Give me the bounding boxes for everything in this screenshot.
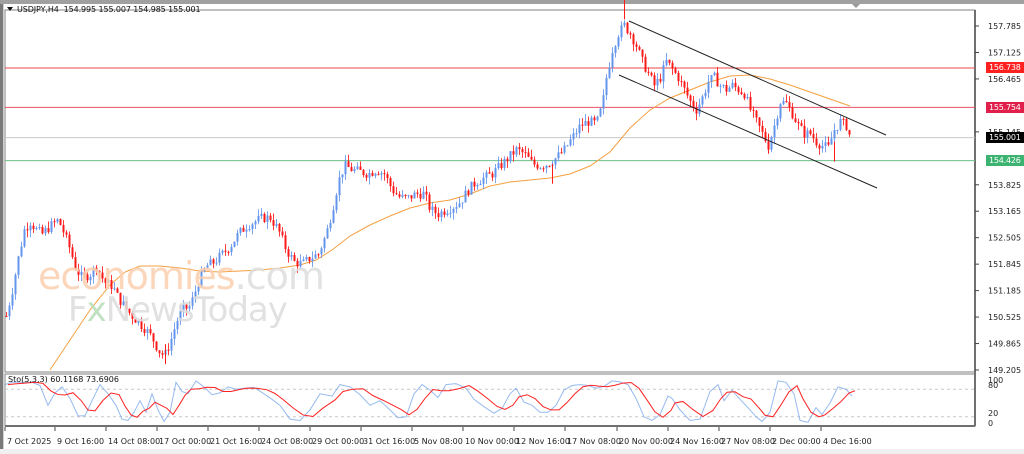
stochastic-label: Sto(5,3,3) 60.1168 73.6906 [8,375,119,384]
stochastic-k-line [4,380,853,423]
triangle-down-icon[interactable] [7,7,13,11]
watermark-economies: economies.com [38,254,325,298]
time-tick-label: 7 Oct 2025 [7,437,51,446]
watermark-x-text: x [86,290,107,330]
window-left-border [0,4,3,450]
stochastic-oscillator [4,380,975,423]
time-tick-label: 24 Oct 08:00 [261,437,313,446]
window-top-border [0,0,1024,4]
time-tick-label: 9 Oct 16:00 [57,437,104,446]
descending-channel[interactable] [618,20,887,189]
time-tick-label: 20 Nov 00:00 [619,437,673,446]
window-left-border-inner [3,4,4,450]
price-tick-label: 151.845 [988,260,1021,269]
current-price-label: 155.001 [986,132,1024,144]
stochastic-d-line [7,381,856,418]
watermark-f-text: F [68,290,88,330]
stochastic-tick-label: 0 [988,419,993,428]
window-bottom-strip [0,449,1024,454]
price-tick-label: 153.825 [988,181,1021,190]
stochastic-tick-label: 80 [988,381,998,390]
watermark-com-text: .com [234,254,325,298]
price-tick-label: 153.165 [988,207,1021,216]
time-tick-label: 14 Oct 08:00 [108,437,160,446]
ma-path [49,74,851,371]
watermark-newstoday-text: NewsToday [105,290,288,330]
time-tick-label: 4 Dec 16:00 [823,437,872,446]
moving-average-line [49,74,851,371]
time-tick-label: 17 Nov 08:00 [567,437,621,446]
price-tick-label: 157.125 [988,48,1021,57]
time-tick-label: 10 Nov 00:00 [465,437,519,446]
time-tick-label: 21 Oct 16:00 [210,437,262,446]
time-tick-label: 29 Oct 00:00 [312,437,364,446]
candlesticks [5,0,851,365]
price-tick-label: 156.465 [988,75,1021,84]
watermark-economies-text: economies [38,254,236,298]
channel-lower-line[interactable] [618,74,878,189]
price-tick-label: 151.185 [988,287,1021,296]
time-tick-label: 17 Oct 00:00 [159,437,211,446]
time-tick-label: 2 Dec 00:00 [772,437,821,446]
symbol-header[interactable]: USDJPY,H4 154.995 155.007 154.985 155.00… [7,5,201,14]
price-axis-ticks: 157.785157.125156.465155.145153.825153.1… [975,22,1021,375]
price-tick-label: 157.785 [988,22,1021,31]
time-tick-label: 12 Nov 16:00 [516,437,570,446]
chart-shift-marker-icon[interactable] [852,4,860,8]
time-tick-label: 24 Nov 16:00 [670,437,724,446]
support-1-label: 154.426 [986,155,1024,167]
stochastic-tick-label: 100 [988,376,1003,385]
channel-upper-line[interactable] [628,20,887,136]
symbol-name: USDJPY,H4 [17,5,59,14]
watermark-fxnewstoday: FxNewsToday [68,290,288,330]
horizontal-levels [5,67,975,162]
stochastic-tick-label: 20 [988,409,998,418]
ohlc-values: 154.995 155.007 154.985 155.001 [63,5,201,14]
time-tick-label: 27 Nov 08:00 [721,437,775,446]
price-tick-label: 152.505 [988,234,1021,243]
price-tick-label: 150.525 [988,313,1021,322]
resistance-1-label: 155.754 [986,101,1024,113]
price-tick-label: 149.865 [988,340,1021,349]
price-tick-label: 149.205 [988,366,1021,375]
resistance-2-label: 156.738 [986,62,1024,74]
time-tick-label: 5 Nov 08:00 [414,437,463,446]
time-tick-label: 31 Oct 16:00 [363,437,415,446]
